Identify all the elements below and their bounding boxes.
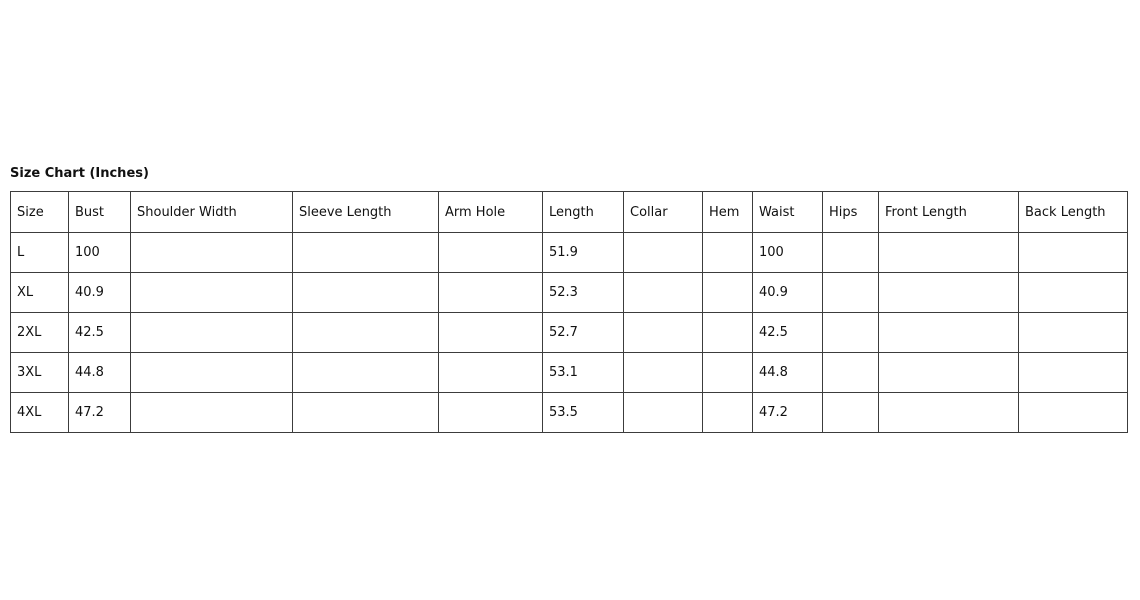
table-cell: 47.2: [752, 392, 823, 433]
column-header-sleeve-length: Sleeve Length: [292, 191, 439, 233]
size-chart-body: L 100 51.9 100 XL 40.9 52.3 40.9 2XL 42.5 52.7 42.5…: [10, 232, 1128, 433]
table-cell: [292, 352, 439, 393]
table-cell: [702, 392, 753, 433]
table-cell: [292, 232, 439, 273]
size-cell: L: [10, 232, 69, 273]
table-cell: [702, 272, 753, 313]
table-cell: [623, 312, 703, 353]
table-row: 4XL 47.2 53.5 47.2: [10, 392, 1128, 433]
table-cell: [878, 232, 1019, 273]
column-header-back-length: Back Length: [1018, 191, 1128, 233]
table-cell: [438, 352, 543, 393]
table-cell: [623, 232, 703, 273]
table-cell: [878, 352, 1019, 393]
table-cell: [878, 312, 1019, 353]
size-chart-header: Size Bust Shoulder Width Sleeve Length A…: [10, 191, 1128, 233]
table-cell: [130, 312, 293, 353]
column-header-hem: Hem: [702, 191, 753, 233]
size-chart-table: Size Bust Shoulder Width Sleeve Length A…: [10, 191, 1128, 433]
table-row: 2XL 42.5 52.7 42.5: [10, 312, 1128, 353]
table-cell: [130, 352, 293, 393]
column-header-front-length: Front Length: [878, 191, 1019, 233]
column-header-length: Length: [542, 191, 624, 233]
table-cell: 40.9: [68, 272, 131, 313]
table-cell: 42.5: [68, 312, 131, 353]
table-cell: [130, 232, 293, 273]
table-cell: 100: [752, 232, 823, 273]
table-cell: [623, 352, 703, 393]
table-cell: [822, 312, 879, 353]
table-cell: [702, 352, 753, 393]
table-cell: [623, 392, 703, 433]
column-header-hips: Hips: [822, 191, 879, 233]
table-cell: [1018, 272, 1128, 313]
table-cell: [878, 392, 1019, 433]
column-header-collar: Collar: [623, 191, 703, 233]
table-cell: [130, 272, 293, 313]
table-cell: [438, 272, 543, 313]
size-cell: 4XL: [10, 392, 69, 433]
table-cell: 51.9: [542, 232, 624, 273]
table-cell: [438, 312, 543, 353]
column-header-bust: Bust: [68, 191, 131, 233]
column-header-shoulder-width: Shoulder Width: [130, 191, 293, 233]
size-cell: XL: [10, 272, 69, 313]
table-cell: [822, 272, 879, 313]
table-cell: 44.8: [752, 352, 823, 393]
table-cell: 42.5: [752, 312, 823, 353]
table-cell: [292, 392, 439, 433]
size-cell: 2XL: [10, 312, 69, 353]
table-cell: 44.8: [68, 352, 131, 393]
table-cell: [822, 352, 879, 393]
table-cell: [623, 272, 703, 313]
table-cell: 52.3: [542, 272, 624, 313]
column-header-waist: Waist: [752, 191, 823, 233]
table-cell: 52.7: [542, 312, 624, 353]
table-cell: 47.2: [68, 392, 131, 433]
table-cell: [822, 232, 879, 273]
table-cell: [822, 392, 879, 433]
size-cell: 3XL: [10, 352, 69, 393]
table-cell: [1018, 392, 1128, 433]
table-cell: [292, 272, 439, 313]
table-cell: [130, 392, 293, 433]
table-cell: 40.9: [752, 272, 823, 313]
table-cell: [702, 232, 753, 273]
column-header-arm-hole: Arm Hole: [438, 191, 543, 233]
table-cell: [1018, 312, 1128, 353]
column-header-size: Size: [10, 191, 69, 233]
table-cell: [702, 312, 753, 353]
table-cell: [1018, 352, 1128, 393]
table-cell: [1018, 232, 1128, 273]
table-row: 3XL 44.8 53.1 44.8: [10, 352, 1128, 393]
page-title: Size Chart (Inches): [10, 166, 149, 181]
table-cell: 53.5: [542, 392, 624, 433]
table-cell: [878, 272, 1019, 313]
table-row: XL 40.9 52.3 40.9: [10, 272, 1128, 313]
table-cell: 53.1: [542, 352, 624, 393]
table-cell: [438, 232, 543, 273]
table-cell: 100: [68, 232, 131, 273]
table-row: L 100 51.9 100: [10, 232, 1128, 273]
table-cell: [438, 392, 543, 433]
table-cell: [292, 312, 439, 353]
header-row: Size Bust Shoulder Width Sleeve Length A…: [10, 191, 1128, 233]
